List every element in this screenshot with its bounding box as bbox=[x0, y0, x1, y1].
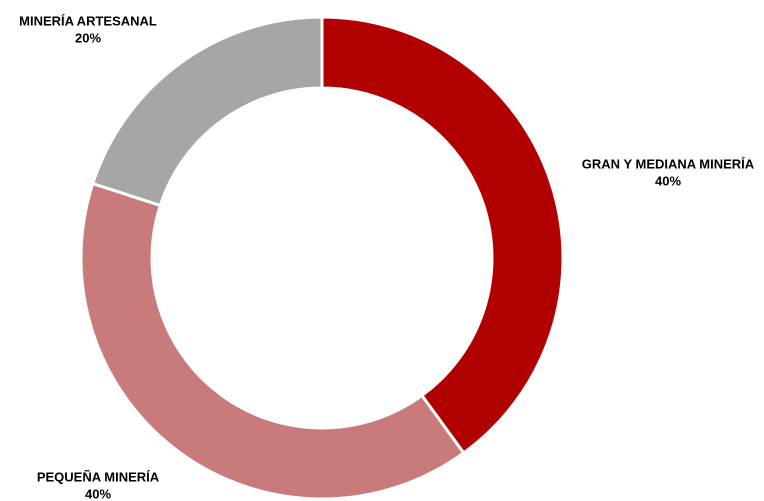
slice-label: PEQUEÑA MINERÍA bbox=[37, 469, 160, 484]
slice-label: GRAN Y MEDIANA MINERÍA bbox=[582, 156, 755, 171]
donut-slice bbox=[79, 181, 466, 501]
slice-value-label: 20% bbox=[75, 30, 101, 45]
donut-slice bbox=[320, 15, 565, 456]
slice-label: MINERÍA ARTESANAL bbox=[19, 13, 157, 28]
donut-slice bbox=[90, 15, 324, 208]
slice-value-label: 40% bbox=[655, 173, 681, 188]
slice-value-label: 40% bbox=[85, 486, 111, 501]
